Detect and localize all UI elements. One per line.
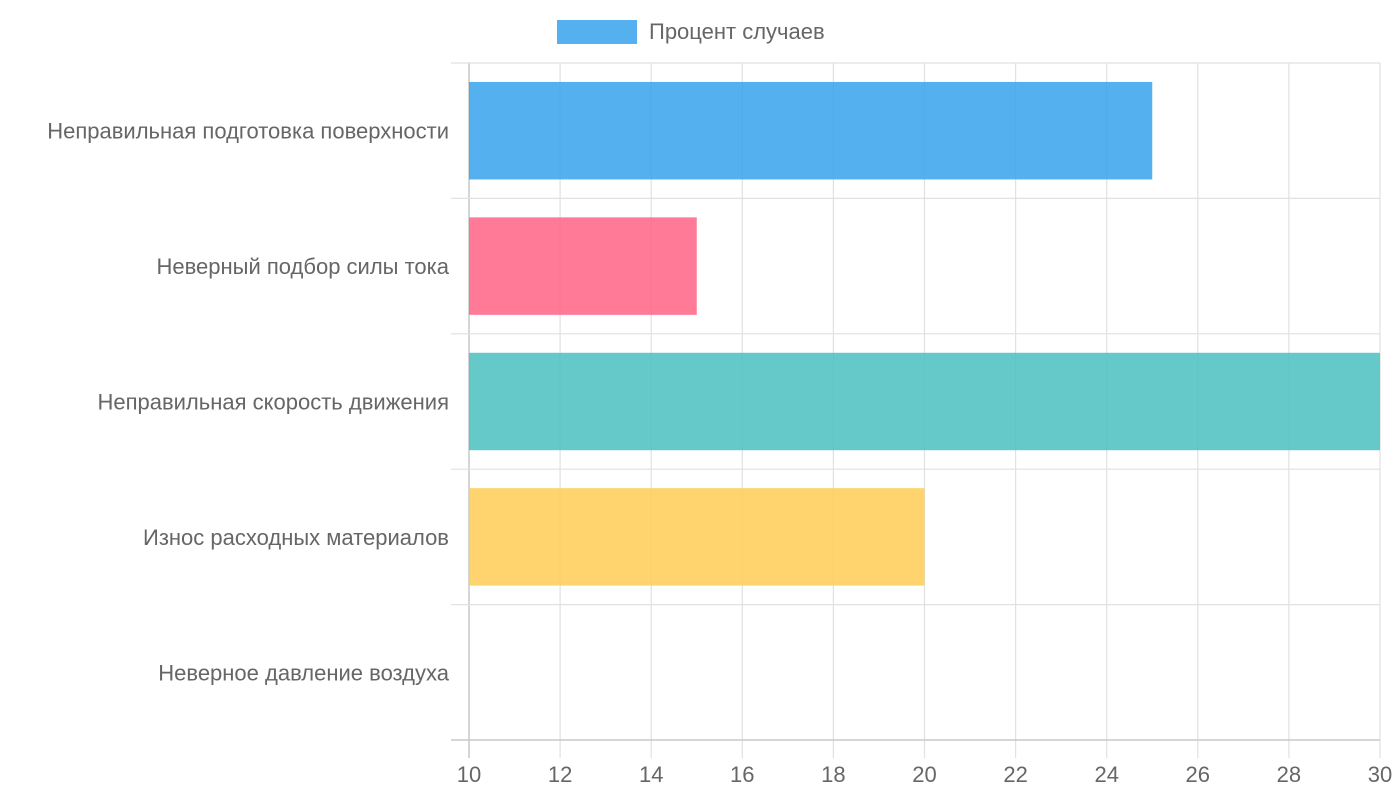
y-category-label: Неправильная скорость движения bbox=[97, 390, 449, 415]
x-tick-label: 30 bbox=[1368, 762, 1392, 787]
x-tick-label: 20 bbox=[912, 762, 936, 787]
x-tick-label: 28 bbox=[1277, 762, 1301, 787]
bar[interactable] bbox=[469, 217, 697, 315]
axis-layer: 10 12 14 16 18 20 22 24 26 28 30 Неправильная подго… bbox=[47, 119, 1392, 787]
legend[interactable]: Процент случаев bbox=[557, 19, 825, 44]
x-tick-label: 10 bbox=[457, 762, 481, 787]
y-category-label: Неправильная подготовка поверхности bbox=[47, 119, 449, 144]
x-tick-label: 22 bbox=[1003, 762, 1027, 787]
bar[interactable] bbox=[469, 488, 925, 586]
legend-swatch[interactable] bbox=[557, 20, 637, 44]
legend-label[interactable]: Процент случаев bbox=[649, 19, 825, 44]
bar[interactable] bbox=[469, 81, 1153, 180]
bar[interactable] bbox=[469, 352, 1380, 451]
y-category-label: Неверный подбор силы тока bbox=[156, 254, 449, 279]
y-category-label: Неверное давление воздуха bbox=[158, 660, 450, 685]
x-tick-label: 12 bbox=[548, 762, 572, 787]
x-tick-label: 16 bbox=[730, 762, 754, 787]
x-tick-label: 14 bbox=[639, 762, 663, 787]
y-category-label: Износ расходных материалов bbox=[143, 525, 449, 550]
x-tick-label: 18 bbox=[821, 762, 845, 787]
x-tick-label: 26 bbox=[1186, 762, 1210, 787]
bar-layer bbox=[469, 81, 1380, 586]
x-tick-label: 24 bbox=[1094, 762, 1118, 787]
